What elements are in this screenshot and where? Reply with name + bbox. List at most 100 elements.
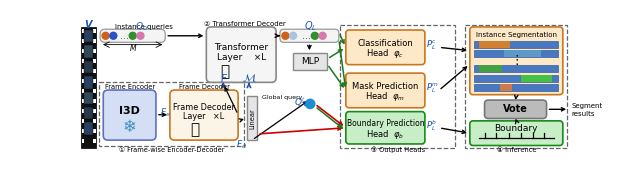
Bar [93,109,95,113]
Text: Instance Segmentation: Instance Segmentation [476,32,557,38]
Text: ...: ... [120,31,129,41]
FancyBboxPatch shape [484,100,547,119]
Text: $\mathcal{M}$: $\mathcal{M}$ [242,72,256,84]
Bar [81,99,84,103]
Text: F: F [220,74,227,84]
Bar [81,129,84,133]
Bar [81,119,84,123]
Bar [93,119,95,123]
Bar [81,79,84,83]
Text: Layer   ×L: Layer ×L [184,112,225,121]
Text: Transformer: Transformer [214,43,268,52]
Bar [474,65,558,72]
Bar [84,107,93,119]
Text: $M$: $M$ [129,42,137,53]
Text: $F_e$: $F_e$ [160,107,171,119]
Text: Mask Prediction: Mask Prediction [352,82,419,91]
Text: ...: ... [302,31,311,41]
Bar [93,139,95,143]
Bar [500,84,512,91]
Bar [84,61,93,73]
Text: Global query: Global query [262,95,303,100]
Bar [246,96,257,140]
Text: $F_d$: $F_d$ [236,138,248,151]
Circle shape [290,32,296,39]
Bar [465,25,568,148]
Text: Head  $\varphi_c$: Head $\varphi_c$ [366,47,404,60]
Text: ② Transformer Decoder: ② Transformer Decoder [204,21,286,27]
Text: $Q_L$: $Q_L$ [305,19,317,33]
Text: Segment: Segment [572,103,603,109]
Text: Boundary Prediction: Boundary Prediction [346,119,424,128]
Bar [81,69,84,73]
Text: ④ Inference: ④ Inference [497,147,536,153]
Circle shape [110,32,117,39]
Circle shape [129,32,136,39]
Bar [520,75,552,82]
Text: Layer    ×L: Layer ×L [216,53,266,62]
Bar [93,89,95,93]
Bar [479,65,502,72]
Bar [474,50,558,57]
Text: Frame Decoder: Frame Decoder [173,102,235,112]
Bar [81,89,84,93]
Bar [81,29,84,33]
Bar [93,129,95,133]
Bar [479,41,511,48]
FancyBboxPatch shape [170,90,238,140]
Text: I3D: I3D [119,106,140,116]
Text: Boundary: Boundary [495,124,538,133]
FancyBboxPatch shape [470,121,563,145]
Bar [474,41,558,48]
Bar [81,59,84,63]
Text: results: results [572,111,595,117]
FancyBboxPatch shape [206,27,276,82]
Bar [93,59,95,63]
Text: V: V [84,20,92,30]
Text: Linear: Linear [249,108,255,129]
Bar [93,69,95,73]
Bar [81,109,84,113]
Bar [93,49,95,53]
Text: Frame Encoder: Frame Encoder [104,84,155,90]
Circle shape [102,32,109,39]
Bar [474,84,558,91]
Text: Instance queries: Instance queries [115,24,173,30]
Text: Frame Decoder: Frame Decoder [179,84,229,90]
Text: ❄: ❄ [123,118,136,136]
Circle shape [282,32,289,39]
Text: Vote: Vote [503,104,528,114]
Text: MLP: MLP [301,57,319,66]
Text: $Q'_L$: $Q'_L$ [294,97,308,109]
Bar [84,92,93,104]
FancyBboxPatch shape [346,30,425,65]
Text: Head  $\varphi_b$: Head $\varphi_b$ [366,128,404,141]
Bar [293,53,327,70]
Bar [504,50,541,57]
FancyBboxPatch shape [346,73,425,108]
Bar [93,99,95,103]
Circle shape [319,32,326,39]
Text: ① Frame-wise Encoder-Decoder: ① Frame-wise Encoder-Decoder [118,147,224,153]
Circle shape [305,99,315,108]
Circle shape [311,32,318,39]
Bar [81,39,84,43]
Bar [81,139,84,143]
Bar [93,29,95,33]
Text: ⋮: ⋮ [510,53,523,67]
Text: 🔥: 🔥 [190,123,199,138]
Bar [81,49,84,53]
Bar [84,122,93,135]
Text: 🔥: 🔥 [220,64,230,79]
FancyBboxPatch shape [346,112,425,144]
Bar [340,25,455,148]
FancyBboxPatch shape [100,29,165,42]
FancyBboxPatch shape [103,90,156,140]
Text: ③ Output Heads: ③ Output Heads [371,147,425,153]
Text: $P^m_L$: $P^m_L$ [426,82,440,95]
Text: $P^b_L$: $P^b_L$ [426,118,438,133]
Text: Head  $\varphi_m$: Head $\varphi_m$ [365,90,405,103]
Text: Classification: Classification [358,39,413,48]
FancyBboxPatch shape [280,29,339,42]
Bar [99,82,244,146]
